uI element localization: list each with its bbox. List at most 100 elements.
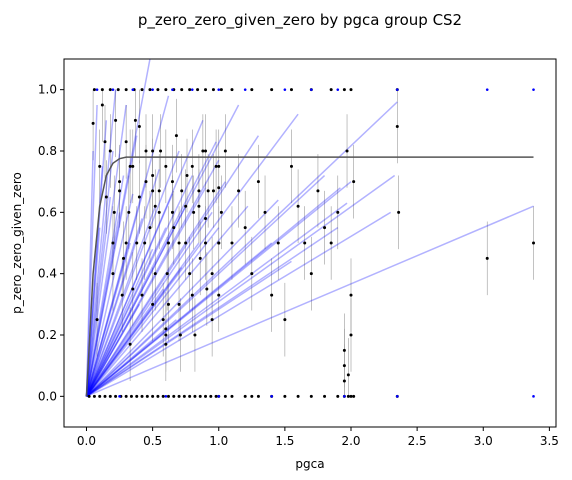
data-point	[532, 241, 536, 245]
data-point	[151, 302, 155, 306]
data-point	[114, 118, 118, 122]
fit-line	[85, 175, 125, 397]
blue-point	[336, 88, 340, 91]
data-point	[185, 174, 189, 178]
data-point-zero	[166, 394, 170, 398]
data-point	[211, 189, 215, 193]
y-tick-label: 0.8	[38, 144, 57, 158]
data-point	[395, 124, 399, 128]
data-point-zero	[204, 394, 208, 398]
fit-line	[85, 187, 207, 397]
data-point	[219, 210, 223, 214]
data-point	[309, 272, 313, 276]
blue-point-zero	[270, 395, 273, 398]
data-point	[164, 333, 168, 337]
data-point	[144, 149, 148, 153]
data-point	[223, 149, 227, 153]
data-point	[198, 256, 202, 260]
data-point	[112, 210, 116, 214]
data-point	[153, 272, 157, 276]
x-tick-label: 1.0	[209, 434, 228, 448]
data-point-zero	[87, 394, 91, 398]
data-point-zero	[296, 394, 300, 398]
blue-point	[131, 88, 135, 91]
data-point-zero	[193, 394, 197, 398]
data-point	[148, 88, 152, 92]
fit-line	[85, 288, 164, 397]
fit-line	[86, 260, 292, 397]
data-point-zero	[309, 394, 313, 398]
data-point	[131, 287, 135, 291]
data-point	[188, 272, 192, 276]
data-point	[217, 241, 221, 245]
x-tick-label: 2.0	[341, 434, 360, 448]
data-point	[397, 210, 401, 214]
data-point	[128, 342, 132, 346]
fit-line	[85, 174, 326, 397]
data-point-zero	[177, 394, 181, 398]
fit-line	[85, 89, 117, 397]
data-point	[177, 302, 181, 306]
data-point	[206, 189, 210, 193]
blue-point-zero	[164, 395, 168, 398]
fit-line	[85, 159, 220, 397]
data-point-zero	[250, 394, 254, 398]
blue-point-zero	[343, 395, 346, 398]
data-point	[342, 88, 346, 92]
fit-line	[85, 319, 177, 397]
data-point	[237, 189, 241, 193]
data-point	[180, 189, 184, 193]
fit-line	[85, 193, 174, 397]
fit-line	[85, 242, 131, 397]
fit-line	[85, 205, 187, 397]
data-point	[270, 293, 274, 297]
fit-line	[85, 199, 279, 397]
data-point	[346, 373, 350, 377]
fit-line	[85, 227, 167, 397]
data-point	[190, 164, 194, 168]
fit-line	[85, 211, 213, 397]
data-point	[144, 180, 148, 184]
data-point-zero	[198, 394, 202, 398]
data-point-zero	[256, 394, 260, 398]
data-point	[316, 189, 320, 193]
x-axis-label: pgca	[295, 457, 324, 471]
y-axis: 0.0 0.2 0.4 0.6 0.8 1.0	[38, 83, 64, 403]
blue-point-zero	[532, 395, 535, 398]
data-point	[230, 88, 234, 92]
summary-line	[85, 156, 534, 397]
fit-line	[85, 150, 114, 397]
data-point	[210, 318, 214, 322]
data-point	[296, 204, 300, 208]
data-point	[95, 318, 99, 322]
data-point-zero	[108, 394, 112, 398]
data-point	[289, 88, 293, 92]
data-point	[170, 210, 174, 214]
data-point	[349, 88, 353, 92]
data-point-zero	[140, 394, 144, 398]
data-point	[151, 149, 155, 153]
data-point-zero	[103, 394, 107, 398]
data-point-zero	[336, 394, 340, 398]
y-tick-label: 0.0	[38, 389, 57, 403]
data-point	[170, 180, 174, 184]
data-point	[157, 189, 161, 193]
data-point	[349, 333, 353, 337]
data-point-zero	[114, 394, 118, 398]
data-point	[243, 226, 247, 230]
data-point	[204, 88, 208, 92]
x-tick-label: 2.5	[408, 434, 427, 448]
data-point	[140, 88, 144, 92]
data-point-zero	[124, 394, 128, 398]
data-point	[250, 88, 254, 92]
data-point-zero	[92, 394, 96, 398]
data-point-zero	[156, 394, 160, 398]
data-point	[124, 88, 128, 92]
data-point	[270, 88, 274, 92]
fit-line	[85, 135, 260, 397]
data-point	[196, 88, 200, 92]
fit-line	[86, 211, 392, 397]
data-point	[336, 210, 340, 214]
data-point	[214, 164, 218, 168]
fit-line	[85, 196, 112, 397]
